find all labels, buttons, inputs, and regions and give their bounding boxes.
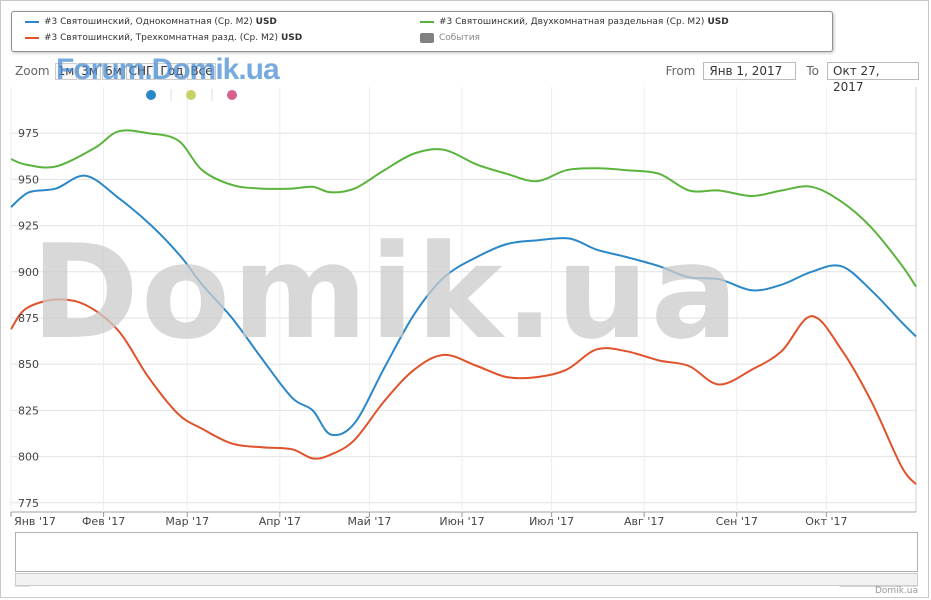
legend-swatch <box>25 37 39 39</box>
x-tick-label: Фев '17 <box>82 515 125 528</box>
from-date-input[interactable]: Янв 1, 2017 <box>703 62 797 80</box>
x-tick-label: Июл '17 <box>529 515 574 528</box>
x-tick-label: Июн '17 <box>439 515 484 528</box>
to-date-input[interactable]: Окт 27, 2017 <box>827 62 919 94</box>
series-layer <box>10 129 917 485</box>
x-axis-labels: Янв '17 Фев '17 Мар '17 Апр '17 Май '17 Июн '… <box>14 515 847 528</box>
legend: #3 Святошинский, Однокомнатная (Ср. М2) … <box>11 11 833 52</box>
to-label: To <box>806 64 819 78</box>
legend-swatch <box>25 21 39 23</box>
legend-swatch <box>420 21 434 23</box>
zoom-label: Zoom <box>15 64 50 78</box>
legend-item-two-room[interactable]: #3 Святошинский, Двухкомнатная раздельна… <box>420 17 729 27</box>
navigator-scrollbar[interactable] <box>15 573 918 586</box>
y-gridlines <box>10 87 917 513</box>
zoom-ytd-button[interactable]: СНГ <box>125 62 157 80</box>
event-marker-dot[interactable] <box>186 90 196 100</box>
x-tick-label: Сен '17 <box>716 515 758 528</box>
event-markers <box>146 89 237 101</box>
event-marker-dot[interactable] <box>146 90 156 100</box>
x-tick-label: Авг '17 <box>624 515 664 528</box>
series-line-1[interactable] <box>10 174 917 437</box>
x-tick-label: Мар '17 <box>165 515 209 528</box>
series-line-3[interactable] <box>10 298 917 485</box>
x-tick-label: Май '17 <box>347 515 391 528</box>
navigator[interactable] <box>15 532 918 572</box>
zoom-3m-button[interactable]: 3м <box>78 62 101 80</box>
zoom-bar: Zoom 1м 3м 6м СНГ Год Всё <box>15 62 217 80</box>
y-tick-label: 850 <box>18 358 39 371</box>
legend-item-one-room[interactable]: #3 Святошинский, Однокомнатная (Ср. М2) … <box>25 17 277 27</box>
y-axis-labels: 775 800 825 850 875 900 925 950 975 <box>18 127 39 510</box>
x-tick-label: Янв '17 <box>14 515 56 528</box>
zoom-year-button[interactable]: Год <box>157 62 187 80</box>
x-tick-label: Апр '17 <box>259 515 301 528</box>
y-tick-label: 825 <box>18 404 39 417</box>
y-tick-label: 875 <box>18 312 39 325</box>
date-range-selector: From Янв 1, 2017 To Окт 27, 2017 <box>656 62 919 94</box>
legend-unit: USD <box>707 17 729 27</box>
y-tick-label: 900 <box>18 266 39 279</box>
zoom-1m-button[interactable]: 1м <box>54 62 78 80</box>
y-tick-label: 775 <box>18 497 39 510</box>
event-marker-dot[interactable] <box>227 90 237 100</box>
legend-item-events[interactable]: События <box>420 33 480 43</box>
y-tick-label: 975 <box>18 127 39 140</box>
legend-unit: USD <box>280 33 303 43</box>
x-gridlines <box>10 87 827 517</box>
zoom-all-button[interactable]: Всё <box>187 62 216 80</box>
x-tick-label: Окт '17 <box>805 515 847 528</box>
y-tick-label: 925 <box>18 220 39 233</box>
zoom-6m-button[interactable]: 6м <box>101 62 125 80</box>
y-tick-label: 800 <box>18 451 39 464</box>
legend-label: #3 Святошинский, Однокомнатная (Ср. М2) <box>44 17 253 27</box>
series-line-2[interactable] <box>10 129 917 288</box>
y-tick-label: 950 <box>18 173 39 186</box>
legend-swatch <box>420 33 434 43</box>
legend-unit: USD <box>255 17 277 27</box>
watermark-text: Domik.ua <box>31 216 741 368</box>
credit-link[interactable]: Domik.ua <box>875 586 918 596</box>
from-label: From <box>665 64 696 78</box>
legend-item-three-room[interactable]: #3 Святошинский, Трехкомнатная разд. (Ср… <box>25 33 302 43</box>
legend-label: #3 Святошинский, Трехкомнатная разд. (Ср… <box>44 33 278 43</box>
legend-label: #3 Святошинский, Двухкомнатная раздельна… <box>439 17 705 27</box>
forum-watermark: Forum.Domik.ua <box>56 53 280 86</box>
legend-label: События <box>439 33 480 43</box>
